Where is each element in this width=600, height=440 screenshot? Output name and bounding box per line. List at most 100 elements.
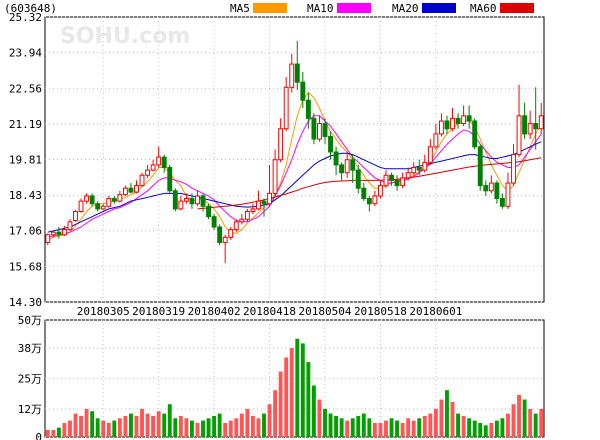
volume-bar — [189, 420, 194, 437]
ma20-line — [47, 141, 542, 233]
legend-label: MA60 — [470, 2, 497, 15]
candle — [438, 113, 444, 137]
legend-item-ma20: MA20 — [392, 2, 456, 15]
candle — [305, 92, 311, 129]
volume-bar — [483, 425, 488, 437]
volume-bar — [517, 394, 521, 437]
candle-body — [73, 210, 78, 222]
legend: MA5 MA10 MA20 MA60 — [230, 2, 534, 15]
candle — [283, 77, 289, 132]
volume-bar — [400, 422, 405, 437]
candle-body — [405, 172, 411, 179]
candle-body — [377, 185, 383, 197]
candle — [228, 227, 234, 240]
volume-tick-label: 50万 — [18, 314, 42, 327]
candle — [444, 115, 450, 134]
candle-body — [89, 195, 95, 205]
date-tick-label: 20180418 — [243, 305, 296, 318]
legend-label: MA10 — [307, 2, 334, 15]
candle-body — [183, 198, 189, 202]
candle-body — [172, 190, 178, 210]
candle — [455, 113, 461, 129]
volume-bar — [323, 408, 327, 437]
candle — [355, 164, 361, 194]
volume-bar — [395, 420, 400, 437]
candle — [56, 227, 62, 239]
candle-body — [477, 146, 483, 187]
candle-body — [455, 117, 461, 125]
volume-bar — [295, 338, 300, 437]
volume-bar — [45, 429, 50, 437]
volume-bar — [533, 413, 538, 437]
candle — [433, 123, 439, 150]
candle — [411, 162, 417, 176]
price-tick-label: 17.06 — [9, 225, 42, 238]
candle-body — [239, 218, 245, 223]
price-tick-label: 21.19 — [9, 118, 42, 131]
candle — [372, 190, 378, 207]
ma60-line — [197, 157, 542, 210]
candle-body — [394, 179, 400, 187]
candle — [61, 225, 67, 237]
candle-body — [217, 226, 223, 244]
candle — [405, 167, 411, 181]
price-tick-label: 14.30 — [9, 296, 42, 309]
candle — [383, 170, 389, 189]
candle-body — [161, 156, 167, 169]
candle — [206, 203, 212, 220]
candle — [317, 115, 322, 142]
candle — [289, 53, 295, 93]
candle — [178, 195, 184, 211]
volume-bar — [95, 418, 100, 437]
candle-body — [122, 187, 128, 196]
candle — [244, 208, 250, 222]
candle — [466, 105, 472, 129]
volume-bar — [406, 418, 411, 437]
candle — [200, 193, 206, 212]
volume-bar — [201, 420, 205, 437]
candle — [156, 146, 162, 168]
volume-bar — [151, 415, 156, 437]
volume-bar — [422, 415, 427, 437]
candle-body — [84, 195, 90, 202]
candle-body — [244, 210, 250, 220]
candle-body — [56, 231, 62, 236]
watermark: SOHU.com — [60, 24, 190, 49]
volume-bar — [284, 357, 289, 437]
candle — [117, 190, 123, 203]
candle — [389, 172, 394, 186]
date-tick-label: 20180319 — [132, 305, 185, 318]
volume-bar — [123, 415, 128, 437]
volume-bar — [461, 415, 466, 437]
candle-body — [511, 154, 516, 184]
volume-bar — [51, 429, 56, 437]
volume-bar — [223, 422, 228, 437]
volume-tick-label: 25万 — [18, 373, 42, 386]
moving-averages — [47, 91, 542, 241]
volume-bar — [306, 362, 311, 437]
candle-body — [272, 159, 278, 194]
legend-label: MA5 — [230, 2, 250, 15]
volume-bar — [84, 408, 89, 437]
volume-bar — [184, 418, 189, 437]
candle — [483, 180, 489, 196]
candle-body — [206, 205, 212, 218]
volume-bars — [45, 338, 544, 437]
volume-bar — [445, 390, 449, 437]
candle — [67, 219, 73, 231]
volume-bar — [239, 413, 244, 437]
volume-bar — [428, 413, 433, 437]
volume-bar — [328, 413, 333, 437]
candle-body — [178, 200, 184, 210]
candle-body — [466, 115, 472, 122]
ma5-line — [47, 91, 542, 241]
date-tick-label: 20180518 — [354, 305, 407, 318]
candle-body — [355, 169, 361, 189]
candle-body — [389, 174, 394, 181]
stock-code-title: (603648) — [4, 2, 57, 15]
candle — [222, 234, 228, 264]
volume-bar — [62, 422, 67, 437]
volume-bar — [234, 418, 239, 437]
volume-bar — [156, 411, 161, 437]
